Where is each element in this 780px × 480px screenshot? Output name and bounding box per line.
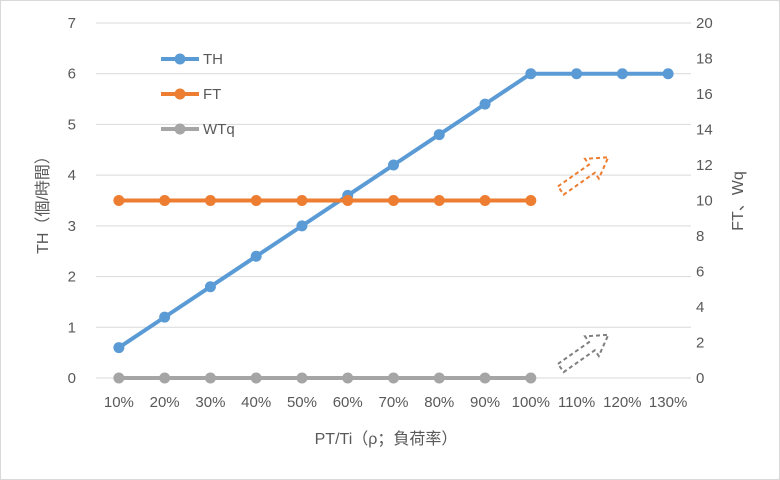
data-point-wtq: [204, 372, 216, 384]
left-y-tick-label: 5: [68, 116, 76, 133]
data-point-wtq: [433, 372, 445, 384]
right-y-tick-label: 20: [696, 15, 713, 32]
x-axis-title: PT/Ti（ρ；負荷率）: [315, 430, 458, 448]
data-point-wtq: [296, 372, 308, 384]
legend-label-ft: FT: [203, 86, 221, 103]
right-y-tick-label: 6: [696, 264, 704, 281]
data-point-wtq: [159, 372, 171, 384]
left-y-tick-label: 6: [68, 66, 76, 83]
data-point-th: [525, 68, 537, 80]
x-tick-label: 130%: [649, 394, 687, 411]
x-tick-label: 50%: [287, 394, 317, 411]
right-y-tick-label: 18: [696, 51, 713, 68]
legend-label-wtq: WTq: [203, 121, 235, 138]
data-point-wtq: [388, 372, 399, 384]
left-y-tick-label: 4: [68, 167, 76, 184]
data-point-ft: [525, 195, 537, 206]
data-point-ft: [296, 195, 308, 206]
data-point-wtq: [525, 372, 537, 384]
data-point-th: [204, 281, 216, 293]
legend-marker-wtq: [174, 123, 186, 135]
x-tick-label: 60%: [333, 394, 363, 411]
data-point-ft: [113, 195, 125, 206]
data-point-th: [113, 342, 125, 354]
series-line-th: [117, 71, 669, 350]
arrow-outline: [556, 333, 610, 374]
data-point-ft: [204, 195, 216, 206]
data-point-th: [571, 68, 583, 80]
right-y-tick-label: 0: [696, 370, 704, 387]
x-tick-label: 80%: [424, 394, 454, 411]
right-y-tick-label: 2: [696, 335, 704, 352]
data-point-th: [296, 220, 308, 232]
annotation-arrow-wtq: [556, 333, 610, 374]
data-point-th: [159, 311, 171, 323]
right-y-tick-label: 16: [696, 86, 713, 103]
data-point-th: [250, 250, 262, 262]
data-point-ft: [388, 195, 399, 206]
x-tick-label: 70%: [378, 394, 408, 411]
left-y-tick-label: 1: [68, 319, 76, 336]
data-point-th: [616, 68, 628, 80]
data-point-wtq: [250, 372, 262, 384]
data-point-wtq: [479, 372, 491, 384]
left-y-tick-label: 2: [68, 269, 76, 286]
data-point-ft: [479, 195, 491, 206]
annotations: [556, 156, 610, 374]
left-y-tick-label: 0: [68, 370, 76, 387]
data-point-ft: [342, 195, 354, 206]
right-y-tick-label: 14: [696, 122, 713, 139]
legend: TH FT WTq: [161, 51, 235, 138]
annotation-arrow-ft: [556, 156, 610, 196]
right-y-tick-label: 10: [696, 193, 713, 210]
x-tick-label: 100%: [512, 394, 550, 411]
left-y-tick-label: 3: [68, 218, 76, 235]
data-point-wtq: [113, 372, 125, 384]
x-tick-label: 110%: [558, 394, 595, 411]
x-tick-label: 20%: [150, 394, 180, 411]
right-y-tick-label: 4: [696, 299, 704, 316]
legend-marker-ft: [174, 88, 186, 100]
gridlines: [96, 22, 691, 379]
left-y-tick-label: 7: [68, 15, 76, 32]
data-point-th: [433, 129, 445, 141]
legend-label-th: TH: [203, 51, 223, 68]
data-point-ft: [159, 195, 171, 206]
data-point-th: [388, 159, 399, 171]
right-y-axis-title: FT、Wq: [730, 171, 747, 231]
x-tick-label: 10%: [104, 394, 134, 411]
x-tick-label: 120%: [603, 394, 641, 411]
left-y-axis-title: TH（個/時間）: [34, 148, 52, 254]
x-tick-label: 90%: [470, 394, 500, 411]
data-point-ft: [250, 195, 262, 206]
series-lines: [113, 68, 674, 384]
arrow-outline: [556, 156, 610, 196]
data-point-th: [479, 98, 491, 110]
legend-marker-th: [174, 53, 186, 65]
data-point-wtq: [342, 372, 354, 384]
right-y-tick-label: 8: [696, 228, 704, 245]
x-tick-label: 30%: [195, 394, 225, 411]
data-point-ft: [433, 195, 445, 206]
data-point-th: [662, 68, 674, 80]
right-y-tick-label: 12: [696, 157, 713, 174]
x-tick-label: 40%: [241, 394, 271, 411]
